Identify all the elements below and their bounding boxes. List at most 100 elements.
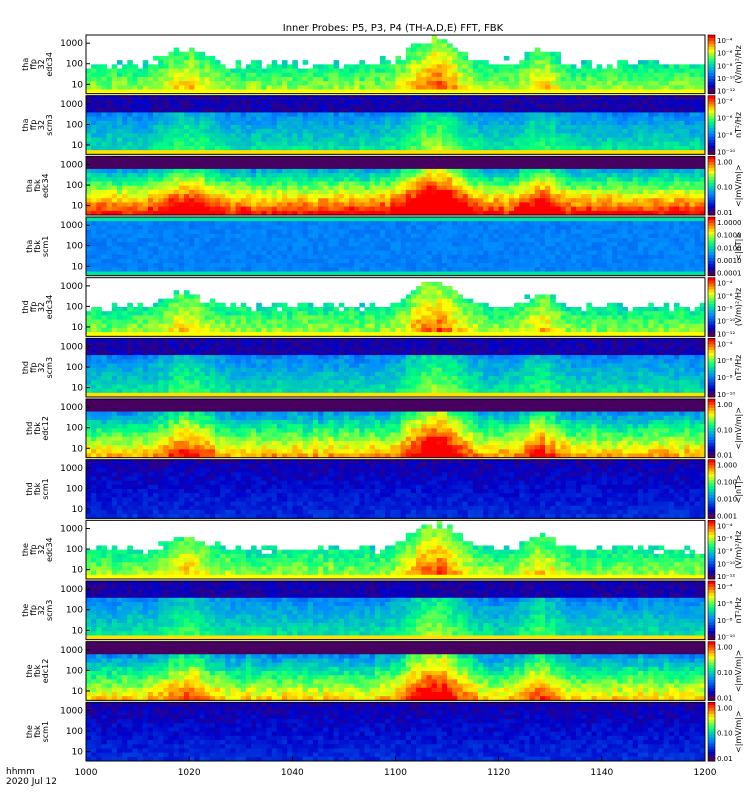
spectrogram-cell [204, 81, 211, 86]
spectrogram-cell [292, 194, 298, 199]
spectrogram-cell [328, 81, 334, 86]
spectrogram-cell [436, 177, 443, 182]
spectrogram-cell [106, 156, 113, 161]
colorbar-tick-label: 10⁻⁸ [717, 131, 733, 139]
spectrogram-cell [431, 108, 438, 113]
spectrogram-cell [534, 181, 541, 187]
spectrogram-cell [617, 181, 623, 187]
spectrogram-cell [333, 99, 340, 105]
spectrogram-cell [230, 120, 236, 126]
spectrogram-cell [390, 85, 396, 90]
spectrogram-cell [354, 129, 360, 134]
spectrogram-cell [488, 85, 494, 90]
spectrogram-cell [617, 198, 623, 203]
spectrogram-cell [256, 99, 262, 105]
spectrogram-cell [555, 60, 561, 65]
spectrogram-cell [524, 150, 531, 155]
spectrogram-cell [111, 194, 118, 199]
spectrogram-cell [410, 173, 417, 178]
spectrogram-cell [158, 258, 164, 264]
spectrogram-cell [694, 108, 701, 113]
colorbar-tick-label: 10⁻⁴ [717, 98, 733, 106]
spectrogram-cell [452, 164, 458, 170]
spectrogram-cell [462, 160, 469, 166]
spectrogram-cell [550, 202, 556, 208]
spectrogram-cell [405, 112, 412, 118]
spectrogram-cell [679, 112, 685, 118]
spectrogram-cell [168, 198, 175, 203]
spectrogram-cell [256, 168, 262, 174]
spectrogram-cell [637, 189, 644, 195]
spectrogram-cell [184, 64, 190, 69]
spectrogram-cell [694, 129, 701, 134]
spectrogram-cell [426, 60, 433, 65]
spectrogram-cell [91, 145, 97, 151]
spectrogram-cell [163, 206, 169, 212]
spectrogram-cell [101, 198, 108, 203]
spectrogram-cell [405, 181, 412, 187]
spectrogram-cell [622, 198, 629, 203]
spectrogram-cell [354, 125, 360, 130]
spectrogram-cell [282, 76, 288, 82]
spectrogram-cell [545, 55, 551, 61]
spectrogram-cell [333, 160, 340, 166]
spectrogram-cell [508, 185, 515, 191]
spectrogram-cell [648, 116, 654, 122]
spectrogram-cell [189, 129, 195, 134]
spectrogram-cell [240, 225, 247, 230]
spectrogram-cell [266, 85, 273, 90]
spectrogram-cell [122, 254, 128, 260]
spectrogram-cell [405, 104, 412, 109]
spectrogram-cell [292, 137, 298, 143]
spectrogram-cell [178, 160, 185, 166]
spectrogram-cell [581, 202, 587, 208]
spectrogram-cell [178, 168, 185, 174]
spectrogram-cell [395, 145, 402, 151]
spectrogram-cell [539, 194, 546, 199]
spectrogram-cell [637, 141, 644, 147]
spectrogram-cell [519, 116, 525, 122]
spectrogram-cell [240, 168, 247, 174]
spectrogram-cell [555, 51, 561, 57]
spectrogram-cell [220, 120, 226, 126]
spectrogram-cell [184, 145, 190, 151]
spectrogram-cell [467, 177, 474, 182]
spectrogram-cell [184, 141, 190, 147]
spectrogram-cell [111, 210, 118, 216]
spectrogram-cell [178, 108, 185, 113]
spectrogram-cell [189, 133, 195, 138]
spectrogram-cell [400, 125, 407, 130]
spectrogram-cell [601, 99, 608, 105]
spectrogram-cell [204, 198, 211, 203]
spectrogram-cell [266, 258, 273, 264]
spectrogram-cell [684, 168, 690, 174]
spectrogram-cell [576, 210, 582, 216]
spectrogram-cell [184, 194, 190, 199]
spectrogram-cell [158, 173, 164, 178]
spectrogram-cell [441, 198, 448, 203]
spectrogram-cell [457, 145, 463, 151]
spectrogram-cell [266, 271, 273, 277]
spectrogram-cell [684, 116, 690, 122]
spectrogram-cell [380, 194, 386, 199]
spectrogram-cell [287, 68, 293, 74]
spectrogram-cell [178, 76, 185, 82]
spectrogram-cell [462, 177, 469, 182]
spectrogram-cell [539, 202, 546, 208]
y-tick-label: 100 [66, 181, 83, 191]
spectrogram-cell [586, 108, 592, 113]
spectrogram-cell [483, 104, 489, 109]
spectrogram-cell [168, 263, 175, 268]
spectrogram-cell [153, 120, 159, 126]
spectrogram-cell [271, 72, 278, 78]
spectrogram-cell [214, 160, 221, 166]
spectrogram-cell [529, 76, 536, 82]
spectrogram-cell [220, 104, 226, 109]
spectrogram-cell [142, 242, 149, 247]
spectrogram-cell [359, 210, 365, 216]
spectrogram-cell [147, 194, 154, 199]
spectrogram-cell [400, 112, 407, 118]
spectrogram-cell [570, 81, 577, 86]
spectrogram-cell [230, 267, 236, 272]
spectrogram-cell [116, 112, 123, 118]
